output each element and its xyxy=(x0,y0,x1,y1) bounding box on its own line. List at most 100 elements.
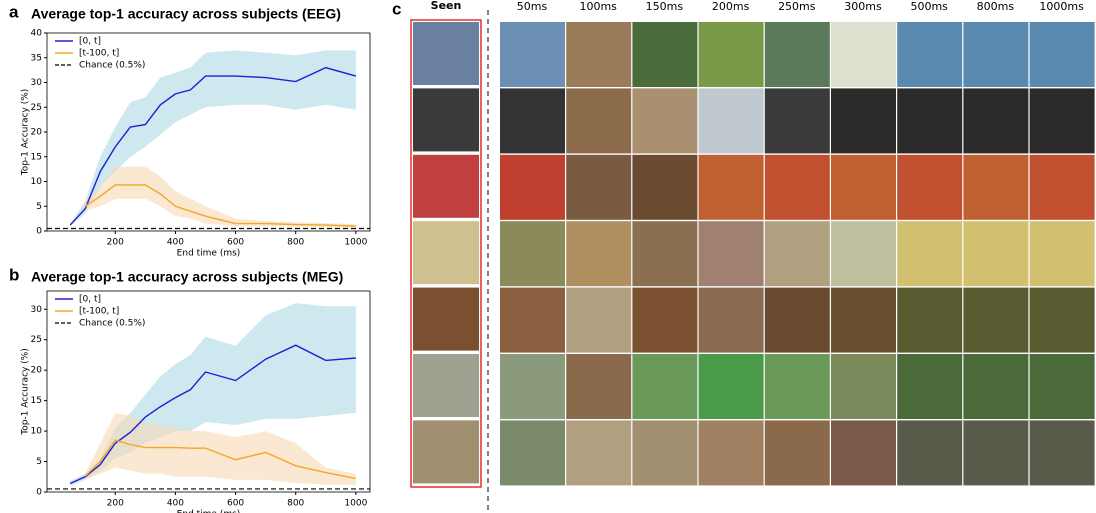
panel-label: a xyxy=(9,2,19,21)
generated-image xyxy=(831,287,896,353)
generated-image xyxy=(897,221,963,287)
x-tick-label: 800 xyxy=(287,238,304,248)
generated-image xyxy=(632,22,698,87)
seen-image xyxy=(413,287,479,351)
generated-image xyxy=(1029,22,1095,87)
generated-image xyxy=(764,154,830,220)
y-axis-label: Top-1 Accuracy (%) xyxy=(21,348,31,436)
generated-image xyxy=(764,221,830,287)
generated-image xyxy=(764,22,830,87)
y-tick-label: 20 xyxy=(31,366,43,376)
generated-image xyxy=(698,354,764,419)
plot-frame xyxy=(46,32,371,232)
seen-image xyxy=(413,420,479,484)
series-line xyxy=(84,439,357,480)
generated-image xyxy=(566,22,632,87)
generated-image xyxy=(500,154,565,220)
generated-image xyxy=(897,287,963,353)
generated-image xyxy=(764,354,830,419)
generated-image xyxy=(566,354,632,419)
x-axis-label: End time (ms) xyxy=(177,510,241,513)
plot-frame xyxy=(46,290,371,493)
y-tick-label: 20 xyxy=(31,128,43,138)
y-tick-label: 25 xyxy=(31,335,42,345)
generated-image xyxy=(831,22,896,87)
generated-image xyxy=(963,154,1029,220)
generated-image xyxy=(632,154,698,220)
generated-image xyxy=(500,354,565,419)
series-line xyxy=(84,184,356,227)
seen-image xyxy=(413,354,479,417)
generated-image xyxy=(963,420,1029,486)
generated-image xyxy=(897,22,963,87)
generated-image xyxy=(632,287,698,353)
generated-image xyxy=(831,354,896,419)
generated-image xyxy=(698,88,764,154)
column-label: 150ms xyxy=(646,0,684,13)
generated-image xyxy=(1029,154,1095,220)
chart-title: Average top-1 accuracy across subjects (… xyxy=(31,269,343,285)
generated-image xyxy=(698,221,764,287)
seen-frame xyxy=(410,19,482,488)
column-label: 100ms xyxy=(579,0,617,13)
generated-image xyxy=(963,22,1029,87)
series-line xyxy=(69,344,356,485)
generated-image xyxy=(566,221,632,287)
column-label: 800ms xyxy=(977,0,1015,13)
column-label: 50ms xyxy=(517,0,548,13)
column-label: 300ms xyxy=(844,0,882,13)
y-tick-label: 5 xyxy=(36,202,42,212)
column-label: 250ms xyxy=(778,0,816,13)
y-tick-label: 30 xyxy=(31,305,43,315)
generated-image xyxy=(1029,287,1095,353)
error-band xyxy=(70,50,356,227)
y-tick-label: 15 xyxy=(31,152,42,162)
error-band xyxy=(85,412,356,485)
x-tick-label: 800 xyxy=(287,499,304,509)
generated-image xyxy=(632,88,698,154)
generated-image xyxy=(831,154,896,220)
generated-image xyxy=(500,22,565,87)
generated-image xyxy=(963,88,1029,154)
seen-image xyxy=(413,154,479,218)
y-tick-label: 30 xyxy=(31,78,43,88)
legend-label: [0, t] xyxy=(79,37,101,47)
column-label: 200ms xyxy=(712,0,750,13)
generated-image xyxy=(632,420,698,486)
x-tick-label: 400 xyxy=(167,238,184,248)
x-tick-label: 1000 xyxy=(344,238,367,248)
generated-image xyxy=(500,287,565,353)
generated-image xyxy=(632,354,698,419)
generated-image xyxy=(698,420,764,486)
legend-label: [t-100, t] xyxy=(79,307,119,317)
generated-image xyxy=(831,88,896,154)
generated-image xyxy=(831,420,896,486)
generated-image xyxy=(897,354,963,419)
legend-label: [0, t] xyxy=(79,295,101,305)
generated-image xyxy=(632,221,698,287)
legend-label: [t-100, t] xyxy=(79,49,119,59)
generated-image xyxy=(698,154,764,220)
y-tick-label: 5 xyxy=(36,457,42,467)
generated-image xyxy=(500,88,565,154)
y-tick-label: 10 xyxy=(31,427,43,437)
legend-label: Chance (0.5%) xyxy=(79,61,145,71)
x-tick-label: 400 xyxy=(167,499,184,509)
generated-image xyxy=(963,287,1029,353)
generated-image xyxy=(764,420,830,486)
generated-image xyxy=(764,88,830,154)
generated-image xyxy=(566,154,632,220)
panel-label: b xyxy=(9,265,19,284)
x-axis-label: End time (ms) xyxy=(177,249,241,259)
column-label: 1000ms xyxy=(1039,0,1084,13)
generated-image xyxy=(897,154,963,220)
generated-image xyxy=(1029,88,1095,154)
error-band xyxy=(85,166,356,228)
seen-label: Seen xyxy=(431,0,462,12)
panel-label: c xyxy=(392,0,401,18)
generated-image xyxy=(1029,354,1095,419)
generated-image xyxy=(698,22,764,87)
generated-image xyxy=(566,88,632,154)
x-tick-label: 600 xyxy=(227,238,244,248)
